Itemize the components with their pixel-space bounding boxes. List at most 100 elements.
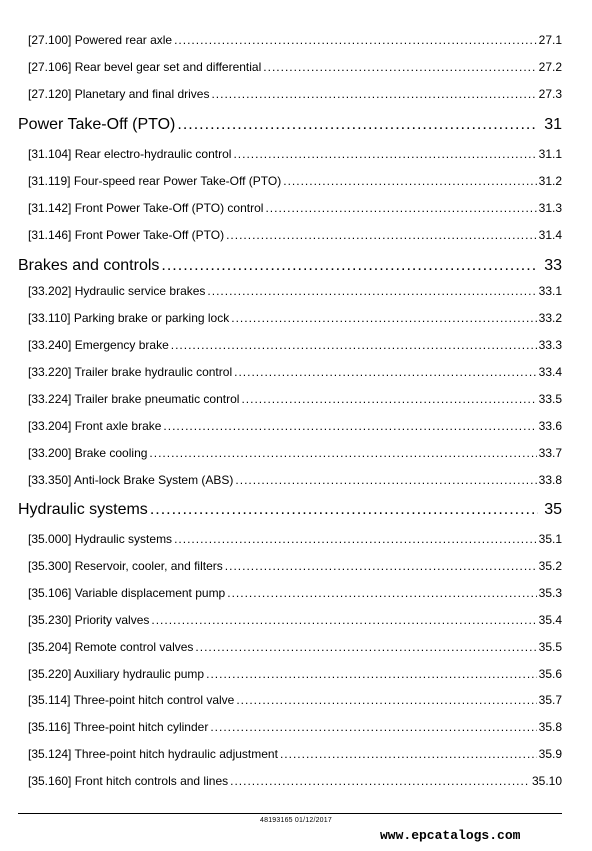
toc-entry[interactable]: [33.224] Trailer brake pneumatic control… (28, 392, 562, 406)
toc-entry-title: [35.116] Three-point hitch cylinder (28, 720, 209, 734)
toc-entry-title: [31.146] Front Power Take-Off (PTO) (28, 228, 225, 242)
toc-entry-title: [33.350] Anti-lock Brake System (ABS) (28, 473, 234, 487)
toc-entry-title: [35.160] Front hitch controls and lines (28, 774, 229, 788)
leader-dots (174, 33, 537, 47)
toc-entry-title: [33.202] Hydraulic service brakes (28, 284, 206, 298)
leader-dots (226, 228, 537, 242)
leader-dots (161, 257, 538, 275)
toc-entry-page: 31.4 (538, 228, 562, 242)
toc-entry-title: [33.110] Parking brake or parking lock (28, 311, 230, 325)
toc-entry-title: [31.104] Rear electro-hydraulic control (28, 147, 232, 161)
footer-doc-id: 48193165 01/12/2017 (260, 817, 332, 824)
leader-dots (195, 640, 536, 654)
toc-entry-page: 35.1 (538, 532, 562, 546)
toc-entry-page: 33.7 (538, 446, 562, 460)
toc-entry[interactable]: [35.124] Three-point hitch hydraulic adj… (28, 747, 562, 761)
toc-entry-page: 35.6 (538, 667, 562, 681)
toc-entry-page: 33.3 (538, 338, 562, 352)
toc-entry-title: [33.224] Trailer brake pneumatic control (28, 392, 240, 406)
leader-dots (207, 284, 536, 298)
leader-dots (230, 774, 530, 788)
toc-entry-page: 35.2 (538, 559, 562, 573)
toc-entry-title: [33.200] Brake cooling (28, 446, 148, 460)
toc-entry[interactable]: [35.204] Remote control valves 35.5 (28, 640, 562, 654)
toc-entry[interactable]: [31.146] Front Power Take-Off (PTO) 31.4 (28, 228, 562, 242)
leader-dots (211, 87, 536, 101)
toc-entry[interactable]: [35.114] Three-point hitch control valve… (28, 693, 562, 707)
leader-dots (236, 693, 536, 707)
leader-dots (231, 311, 536, 325)
toc-entry-page: 27.1 (538, 33, 562, 47)
toc-entry-page: 35.4 (538, 613, 562, 627)
leader-dots (206, 667, 537, 681)
watermark: www.epcatalogs.com (380, 828, 521, 843)
toc-entry[interactable]: [35.106] Variable displacement pump 35.3 (28, 586, 562, 600)
toc-section-title: Brakes and controls (18, 257, 160, 274)
toc-entry-page: 27.3 (538, 87, 562, 101)
toc-section[interactable]: Hydraulic systems 35 (18, 501, 562, 519)
leader-dots (177, 116, 538, 134)
toc-entry[interactable]: [35.000] Hydraulic systems 35.1 (28, 532, 562, 546)
toc-entry-title: [35.114] Three-point hitch control valve (28, 693, 235, 707)
toc-entry[interactable]: [35.220] Auxiliary hydraulic pump 35.6 (28, 667, 562, 681)
leader-dots (174, 532, 537, 546)
toc-entry[interactable]: [35.230] Priority valves 35.4 (28, 613, 562, 627)
toc-entry[interactable]: [33.240] Emergency brake 33.3 (28, 338, 562, 352)
toc-entry[interactable]: [35.160] Front hitch controls and lines 3… (28, 774, 562, 788)
leader-dots (210, 720, 536, 734)
toc-entry[interactable]: [33.200] Brake cooling 33.7 (28, 446, 562, 460)
leader-dots (149, 446, 536, 460)
leader-dots (234, 365, 537, 379)
toc-entry-title: [35.106] Variable displacement pump (28, 586, 226, 600)
toc-entry[interactable]: [31.104] Rear electro-hydraulic control 3… (28, 147, 562, 161)
toc-entry-title: [35.204] Remote control valves (28, 640, 194, 654)
toc-entry[interactable]: [27.100] Powered rear axle 27.1 (28, 33, 562, 47)
toc-entry-title: [33.204] Front axle brake (28, 419, 162, 433)
toc-entry-page: 33.8 (538, 473, 562, 487)
toc-entry-title: [35.000] Hydraulic systems (28, 532, 173, 546)
toc-entry-page: 33.5 (538, 392, 562, 406)
leader-dots (241, 392, 536, 406)
toc-entry[interactable]: [27.106] Rear bevel gear set and differe… (28, 60, 562, 74)
toc-entry-title: [35.230] Priority valves (28, 613, 150, 627)
toc-entry[interactable]: [35.300] Reservoir, cooler, and filters 3… (28, 559, 562, 573)
toc-entry-page: 33.6 (538, 419, 562, 433)
leader-dots (171, 338, 537, 352)
toc-entry-title: [31.142] Front Power Take-Off (PTO) cont… (28, 201, 264, 215)
toc-entry-page: 27.2 (538, 60, 562, 74)
toc-entry-page: 35.9 (538, 747, 562, 761)
toc-entry-title: [33.240] Emergency brake (28, 338, 169, 352)
toc-entry-page: 33.2 (538, 311, 562, 325)
leader-dots (233, 147, 536, 161)
toc-entry-page: 35.5 (538, 640, 562, 654)
toc-entry[interactable]: [31.119] Four-speed rear Power Take-Off … (28, 174, 562, 188)
footer-divider (18, 813, 562, 814)
toc-entry[interactable]: [33.220] Trailer brake hydraulic control… (28, 365, 562, 379)
toc-entry-page: 33.4 (538, 365, 562, 379)
toc-section-title: Power Take-Off (PTO) (18, 116, 176, 133)
toc-entry-title: [27.100] Powered rear axle (28, 33, 173, 47)
toc-entry-page: 35.10 (531, 774, 562, 788)
toc-entry-title: [35.124] Three-point hitch hydraulic adj… (28, 747, 278, 761)
leader-dots (150, 501, 538, 519)
toc-entry-page: 35.3 (538, 586, 562, 600)
toc-section-page: 33 (544, 257, 562, 274)
toc-entry-page: 35.7 (538, 693, 562, 707)
leader-dots (163, 419, 536, 433)
toc-section[interactable]: Brakes and controls 33 (18, 257, 562, 275)
toc-entry[interactable]: [33.350] Anti-lock Brake System (ABS) 33.… (28, 473, 562, 487)
toc-entry-title: [27.120] Planetary and final drives (28, 87, 210, 101)
toc-entry[interactable]: [33.202] Hydraulic service brakes 33.1 (28, 284, 562, 298)
toc-entry-page: 31.3 (538, 201, 562, 215)
toc-entry[interactable]: [35.116] Three-point hitch cylinder 35.8 (28, 720, 562, 734)
toc-entry[interactable]: [33.204] Front axle brake 33.6 (28, 419, 562, 433)
toc-entry-page: 33.1 (538, 284, 562, 298)
toc-entry-title: [35.300] Reservoir, cooler, and filters (28, 559, 223, 573)
toc-entry[interactable]: [27.120] Planetary and final drives 27.3 (28, 87, 562, 101)
toc-section-page: 35 (544, 501, 562, 518)
toc-entry-title: [35.220] Auxiliary hydraulic pump (28, 667, 205, 681)
toc-entry[interactable]: [33.110] Parking brake or parking lock 33… (28, 311, 562, 325)
toc-entry[interactable]: [31.142] Front Power Take-Off (PTO) cont… (28, 201, 562, 215)
toc-section[interactable]: Power Take-Off (PTO) 31 (18, 116, 562, 134)
leader-dots (265, 201, 536, 215)
